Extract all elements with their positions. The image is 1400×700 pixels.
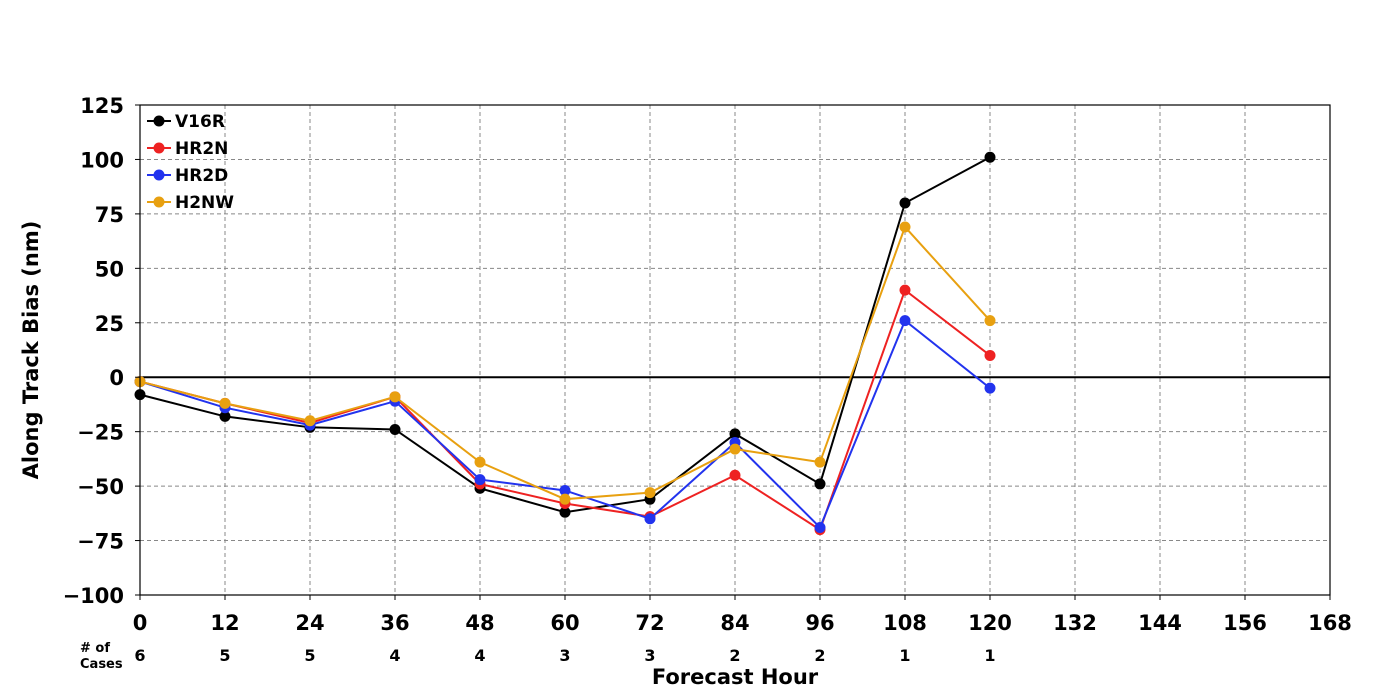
ticks-layer: 0 12 24 36 48 60 72 84 96 108 120 132 144 156 168−100−… (63, 94, 1352, 665)
legend-label: HR2D (175, 166, 228, 186)
cases-count-label: 3 (559, 646, 570, 665)
data-point (984, 315, 996, 327)
legend-marker (153, 142, 165, 154)
x-tick-label: 72 (635, 611, 664, 635)
data-point (389, 423, 401, 435)
data-point (559, 484, 571, 496)
data-point (304, 415, 316, 427)
x-axis-title: Forecast Hour (652, 665, 819, 689)
cases-count-label: 2 (814, 646, 825, 665)
series-layer (134, 151, 996, 536)
data-point (559, 493, 571, 505)
data-point (814, 521, 826, 533)
x-tick-label: 108 (883, 611, 927, 635)
x-tick-label: 156 (1223, 611, 1267, 635)
cases-count-label: 3 (644, 646, 655, 665)
cases-count-label: 4 (474, 646, 485, 665)
cases-count-label: 6 (134, 646, 145, 665)
cases-count-label: 1 (984, 646, 995, 665)
data-point (474, 474, 486, 486)
grid-layer (140, 105, 1330, 595)
legend-item-hr2d: HR2D (147, 166, 228, 186)
x-tick-label: 168 (1308, 611, 1352, 635)
data-point (899, 197, 911, 209)
data-point (984, 349, 996, 361)
cases-count-label: 4 (389, 646, 400, 665)
legend-label: V16R (175, 112, 225, 132)
legend-layer: V16R HR2N HR2D H2NW (147, 112, 234, 213)
data-point (219, 410, 231, 422)
data-point (474, 456, 486, 468)
y-tick-label: 75 (95, 203, 124, 227)
data-point (219, 397, 231, 409)
y-axis-title: Along Track Bias (nm) (19, 221, 43, 480)
legend-label: H2NW (175, 193, 234, 213)
legend-label: HR2N (175, 139, 228, 159)
cases-count-label: 5 (304, 646, 315, 665)
y-tick-label: −25 (77, 421, 124, 445)
x-tick-label: 12 (210, 611, 239, 635)
x-tick-label: 120 (968, 611, 1012, 635)
series-h2nw (134, 221, 996, 505)
x-tick-label: 36 (380, 611, 409, 635)
data-point (984, 382, 996, 394)
legend-marker (153, 115, 165, 127)
x-tick-label: 0 (133, 611, 148, 635)
y-tick-label: 25 (95, 312, 124, 336)
x-tick-label: 60 (550, 611, 579, 635)
data-point (644, 487, 656, 499)
x-tick-label: 144 (1138, 611, 1182, 635)
legend-marker (153, 169, 165, 181)
data-point (814, 456, 826, 468)
cases-count-label: 2 (729, 646, 740, 665)
legend-item-v16r: V16R (147, 112, 225, 132)
y-tick-label: −75 (77, 530, 124, 554)
cases-title-line1: # of (80, 641, 110, 656)
x-tick-label: 96 (805, 611, 834, 635)
y-tick-label: 125 (80, 94, 124, 118)
y-tick-label: −100 (63, 584, 124, 608)
legend-item-hr2n: HR2N (147, 139, 228, 159)
cases-count-label: 5 (219, 646, 230, 665)
y-tick-label: 0 (109, 366, 124, 390)
data-point (729, 428, 741, 440)
data-point (729, 469, 741, 481)
legend-marker (153, 196, 165, 208)
cases-title-line2: Cases (80, 657, 123, 672)
legend-item-h2nw: H2NW (147, 193, 234, 213)
data-point (984, 151, 996, 163)
x-tick-label: 132 (1053, 611, 1097, 635)
y-tick-label: 50 (95, 257, 124, 281)
x-tick-label: 48 (465, 611, 494, 635)
data-point (389, 391, 401, 403)
cases-count-label: 1 (899, 646, 910, 665)
x-tick-label: 84 (720, 611, 749, 635)
data-point (644, 513, 656, 525)
data-point (814, 478, 826, 490)
y-tick-label: −50 (77, 475, 124, 499)
x-tick-label: 24 (295, 611, 324, 635)
y-tick-label: 100 (80, 148, 124, 172)
data-point (899, 284, 911, 296)
data-point (559, 506, 571, 518)
data-point (899, 221, 911, 233)
data-point (729, 443, 741, 455)
data-point (899, 315, 911, 327)
